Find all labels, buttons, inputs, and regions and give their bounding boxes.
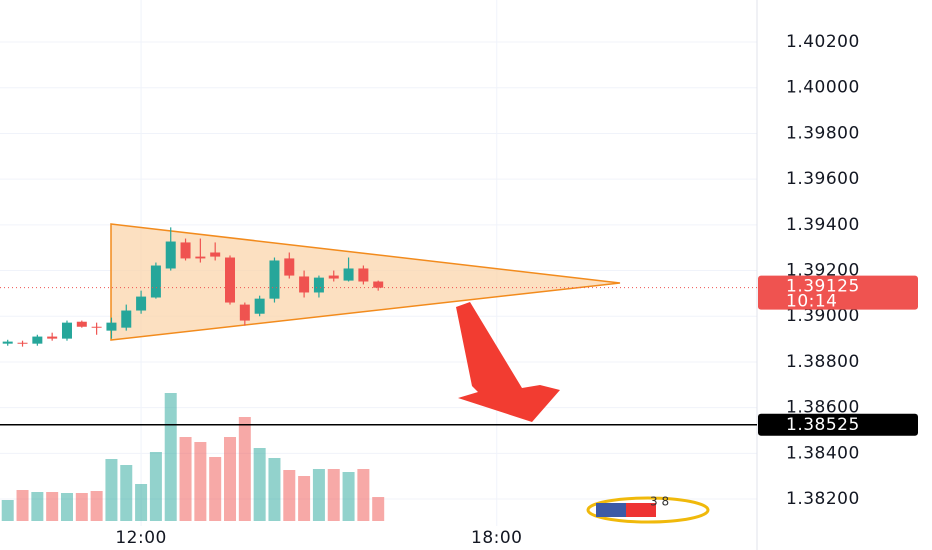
candle-body [299, 276, 310, 293]
volume-bar [357, 469, 370, 521]
candle-body [180, 242, 191, 259]
volume-bar [164, 393, 177, 521]
candle-body [269, 260, 280, 299]
y-tick-label: 1.38400 [786, 443, 860, 463]
badge: 3 8 [586, 495, 710, 524]
y-tick-label: 1.38600 [786, 398, 860, 418]
axis-layer: 1.38200 1.38400 1.38600 1.38800 1.39000 1.392… [115, 32, 859, 548]
candle-body [150, 265, 161, 298]
volume-bar [1, 500, 14, 521]
candle-layer [2, 227, 384, 347]
last-price-box [758, 275, 918, 310]
volume-layer [1, 393, 385, 521]
y-tick-label: 1.39200 [786, 261, 860, 281]
countdown-label: 10:14 [786, 292, 838, 312]
volume-bar [179, 437, 192, 521]
y-tick-label: 1.39000 [786, 306, 860, 326]
level-label: 1.38525 [786, 415, 860, 435]
volume-bar [268, 458, 281, 521]
candle-body [136, 296, 147, 311]
y-tick-label: 1.39600 [786, 169, 860, 189]
volume-bar [90, 491, 103, 521]
volume-bar [224, 437, 237, 521]
candle-body [328, 275, 339, 279]
candle-body [373, 281, 384, 288]
volume-bar [135, 484, 148, 521]
y-tick-label: 1.38800 [786, 352, 860, 372]
badge-text: 3 8 [650, 495, 669, 509]
candle-body [210, 252, 221, 257]
volume-bar [194, 442, 207, 521]
volume-bar [283, 470, 296, 521]
x-tick-label: 18:00 [471, 528, 523, 548]
last-price-label: 1.39125 [786, 277, 860, 297]
level-box [758, 413, 918, 436]
volume-bar [342, 472, 355, 521]
volume-bar [60, 493, 73, 521]
candle-body [225, 257, 236, 303]
y-tick-label: 1.40200 [786, 32, 860, 52]
candle-body [2, 341, 13, 344]
candle-body [343, 268, 354, 281]
candle-body [195, 256, 206, 259]
flag [626, 503, 656, 517]
volume-bar [327, 469, 340, 521]
grid [0, 0, 757, 526]
candle-body [76, 321, 87, 327]
x-tick-label: 12:00 [115, 528, 167, 548]
volume-bar [372, 497, 385, 521]
triangle-pattern [110, 223, 621, 341]
volume-bar [149, 452, 162, 521]
y-tick-label: 1.38200 [786, 489, 860, 509]
volume-bar [46, 492, 59, 521]
volume-bar [120, 465, 133, 521]
volume-bar [209, 457, 222, 521]
volume-bar [312, 469, 325, 521]
down-arrow [456, 302, 560, 422]
candle-body [284, 258, 295, 276]
volume-bar [105, 459, 118, 521]
candle-body [121, 310, 132, 328]
candle-body [239, 304, 250, 321]
y-tick-label: 1.39400 [786, 215, 860, 235]
candle-body [358, 268, 369, 282]
volume-bar [253, 448, 266, 521]
candle-body [17, 342, 28, 344]
y-tick-label: 1.40000 [786, 78, 860, 98]
volume-bar [238, 417, 251, 521]
candle-body [106, 322, 117, 331]
volume-bar [31, 492, 44, 521]
candle-body [254, 298, 265, 314]
volume-bar [16, 490, 29, 521]
flag [596, 503, 626, 517]
badge-ring [586, 496, 710, 524]
y-tick-label: 1.39800 [786, 123, 860, 143]
candle-body [165, 241, 176, 269]
candle-body [91, 326, 102, 328]
volume-bar [298, 476, 311, 521]
candle-body [61, 322, 72, 339]
candle-body [32, 336, 43, 344]
candle-body [313, 277, 324, 293]
candle-body [47, 336, 58, 339]
volume-bar [75, 493, 88, 521]
